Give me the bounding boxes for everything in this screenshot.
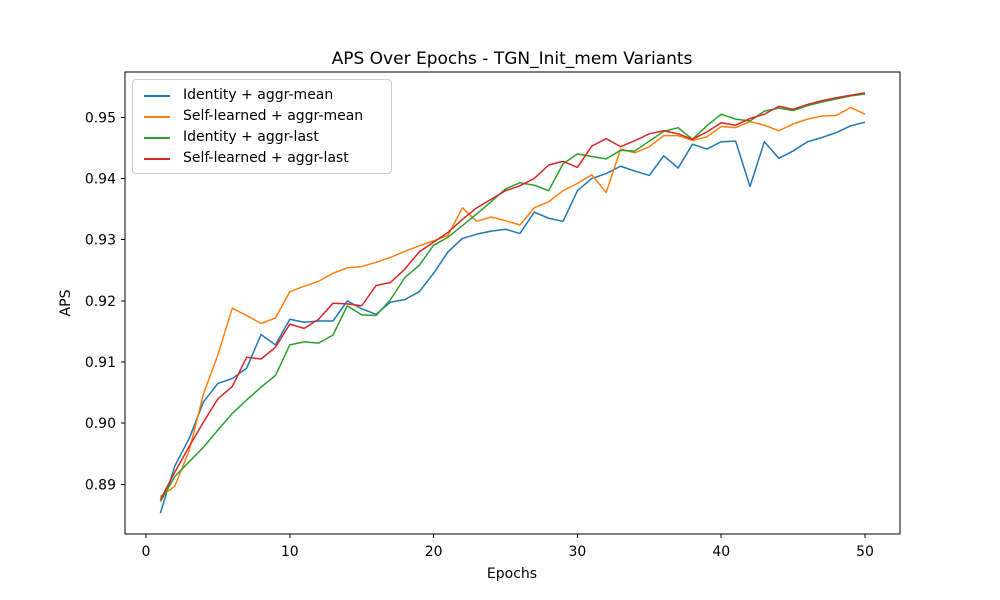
y-tick-label: 0.90 (85, 416, 116, 432)
series-line-self-learned-aggr-last (159, 92, 866, 501)
x-tick-label: 20 (425, 544, 443, 560)
x-axis-label: Epochs (487, 566, 537, 582)
legend-line-sample-self-learned-aggr-mean (144, 115, 170, 118)
legend-item: Identity + aggr-mean (141, 85, 383, 106)
series-line-identity-aggr-mean (159, 121, 866, 514)
legend-item: Identity + aggr-last (141, 127, 383, 148)
legend-line-sample-identity-aggr-mean (144, 94, 170, 97)
x-tick-label: 10 (281, 544, 299, 560)
x-tick-label: 30 (569, 544, 587, 560)
axes-frame (124, 71, 901, 535)
x-tick-label: 40 (712, 544, 730, 560)
x-tick-label: 0 (142, 544, 151, 560)
chart-title: APS Over Epochs - TGN_Init_mem Variants (332, 49, 693, 69)
legend-line-sample-identity-aggr-last (144, 136, 170, 139)
legend-label: Self-learned + aggr-last (183, 150, 349, 166)
series-line-identity-aggr-last (159, 93, 866, 502)
legend-item: Self-learned + aggr-mean (141, 106, 383, 127)
y-tick-label: 0.94 (85, 171, 116, 187)
legend-label: Identity + aggr-mean (183, 87, 334, 103)
x-tick-label: 50 (856, 544, 874, 560)
y-tick-label: 0.95 (85, 110, 116, 126)
legend-label: Identity + aggr-last (183, 129, 319, 145)
legend-label: Self-learned + aggr-mean (183, 108, 364, 124)
plot-area-frame (124, 71, 901, 535)
legend-item: Self-learned + aggr-last (141, 148, 383, 169)
series-lines (159, 92, 866, 514)
series-line-self-learned-aggr-mean (159, 106, 866, 498)
y-axis-label: APS (58, 289, 74, 316)
legend-box: Identity + aggr-mean Self-learned + aggr… (132, 79, 392, 174)
legend-line-sample-self-learned-aggr-last (144, 157, 170, 160)
y-tick-label: 0.89 (85, 477, 116, 493)
y-tick-label: 0.93 (85, 233, 116, 249)
tick-marks-and-labels: 0 10 20 30 40 50 0.89 0.90 0.91 0.92 0.93 0.94 0.95 (85, 110, 874, 560)
y-tick-label: 0.92 (85, 294, 116, 310)
y-tick-label: 0.91 (85, 355, 116, 371)
